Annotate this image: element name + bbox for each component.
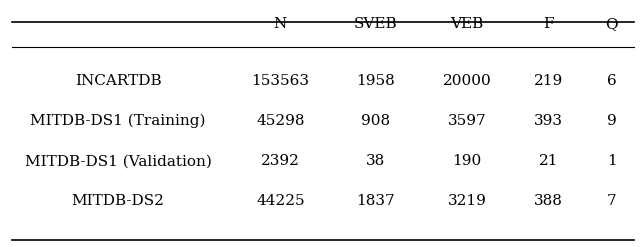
Text: MITDB-DS1 (Training): MITDB-DS1 (Training) (30, 114, 206, 128)
Text: 45298: 45298 (256, 114, 305, 128)
Text: MITDB-DS2: MITDB-DS2 (72, 194, 164, 208)
Text: Q: Q (605, 17, 618, 31)
Text: F: F (543, 17, 554, 31)
Text: SVEB: SVEB (354, 17, 397, 31)
Text: 3219: 3219 (448, 194, 486, 208)
Text: VEB: VEB (451, 17, 484, 31)
Text: INCARTDB: INCARTDB (75, 74, 161, 88)
Text: 9: 9 (607, 114, 617, 128)
Text: 1837: 1837 (356, 194, 395, 208)
Text: 20000: 20000 (443, 74, 492, 88)
Text: 908: 908 (361, 114, 390, 128)
Text: N: N (274, 17, 287, 31)
Text: 7: 7 (607, 194, 616, 208)
Text: 3597: 3597 (448, 114, 486, 128)
Text: 2392: 2392 (261, 154, 300, 168)
Text: 1: 1 (607, 154, 617, 168)
Text: MITDB-DS1 (Validation): MITDB-DS1 (Validation) (25, 154, 212, 168)
Text: 190: 190 (452, 154, 482, 168)
Text: 388: 388 (534, 194, 563, 208)
Text: 44225: 44225 (256, 194, 305, 208)
Text: 6: 6 (607, 74, 617, 88)
Text: 219: 219 (534, 74, 563, 88)
Text: 1958: 1958 (356, 74, 395, 88)
Text: 153563: 153563 (252, 74, 309, 88)
Text: 21: 21 (539, 154, 558, 168)
Text: 393: 393 (534, 114, 563, 128)
Text: 38: 38 (366, 154, 385, 168)
